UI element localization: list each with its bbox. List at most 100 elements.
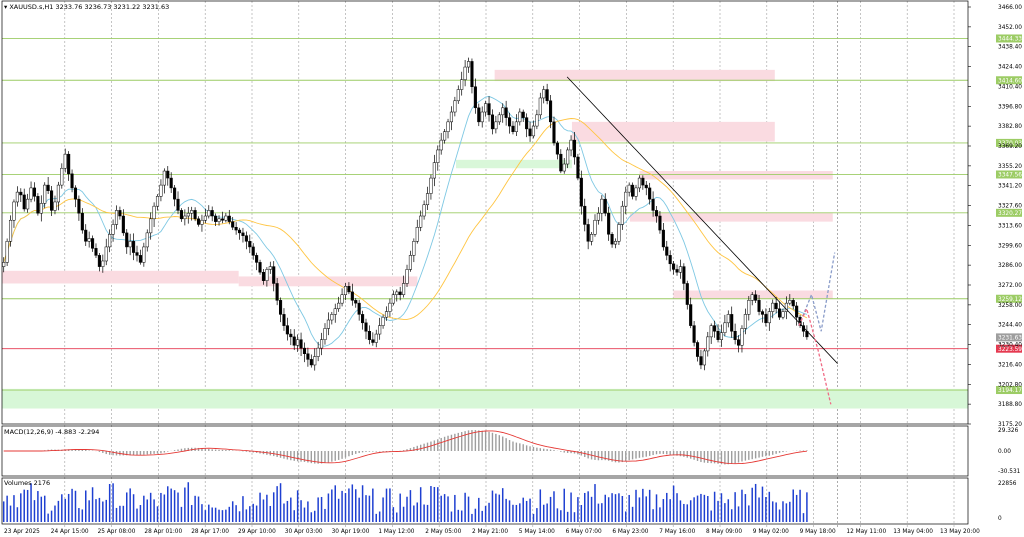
candle-body bbox=[248, 241, 252, 248]
candle-body bbox=[121, 215, 125, 234]
x-tick-label: 2 May 05:00 bbox=[425, 529, 461, 535]
current-price-label: 3231.63 bbox=[998, 336, 1022, 342]
x-tick-label: 13 May 04:00 bbox=[893, 529, 933, 535]
candle-body bbox=[272, 266, 276, 284]
candle-body bbox=[525, 117, 529, 130]
candle-body bbox=[774, 302, 778, 310]
chart-menu-icon[interactable]: ▾ bbox=[4, 3, 8, 11]
candle-body bbox=[162, 170, 166, 186]
candle-body bbox=[545, 89, 549, 102]
candle-body bbox=[600, 198, 604, 214]
x-tick-label: 6 May 07:00 bbox=[566, 529, 602, 535]
candle-body bbox=[586, 224, 590, 242]
candle-body bbox=[299, 339, 303, 349]
candle-body bbox=[159, 184, 163, 197]
time-axis[interactable]: 23 Apr 2025 24 Apr 15:00 25 Apr 08:00 28 Ap… bbox=[4, 529, 980, 535]
candle-body bbox=[145, 232, 149, 248]
candle-body bbox=[183, 215, 187, 220]
y-tick-label: 3313.60 bbox=[998, 223, 1022, 229]
candle-body bbox=[531, 125, 536, 137]
candle-body bbox=[350, 291, 354, 301]
symbol-label: XAUUSD.s,H1 bbox=[9, 3, 54, 11]
y-tick-label: 3327.60 bbox=[998, 204, 1022, 210]
level-price-tag bbox=[996, 138, 1022, 147]
candle-body bbox=[689, 304, 693, 326]
macd-signal-line bbox=[3, 430, 807, 465]
candle-body bbox=[439, 139, 443, 151]
candle-body bbox=[566, 149, 570, 165]
candle-body bbox=[637, 177, 641, 189]
candle-body bbox=[535, 114, 539, 127]
volume-panel bbox=[2, 482, 808, 522]
candle-body bbox=[371, 339, 375, 343]
candle-body bbox=[449, 111, 453, 123]
trendline-layer[interactable] bbox=[566, 76, 838, 364]
candle-body bbox=[357, 302, 361, 315]
y-tick-label: 3258.00 bbox=[998, 303, 1022, 309]
macd-panel bbox=[3, 430, 808, 465]
candle-body bbox=[361, 314, 365, 324]
candle-body bbox=[477, 107, 481, 123]
candle-body bbox=[32, 187, 37, 197]
x-tick-label: 6 May 23:00 bbox=[612, 529, 648, 535]
x-tick-label: 24 Apr 15:00 bbox=[51, 529, 89, 535]
candle-body bbox=[142, 246, 146, 263]
x-tick-label: 30 Apr 03:00 bbox=[285, 529, 323, 535]
candle-body bbox=[419, 215, 423, 228]
macd-header: MACD(12,26,9) -4.883 -2.294 bbox=[4, 428, 100, 436]
candle-body bbox=[651, 198, 655, 211]
candle-body bbox=[60, 167, 64, 186]
candle-body bbox=[422, 204, 426, 217]
level-price-label: 3194.17 bbox=[998, 388, 1022, 394]
candle-body bbox=[767, 311, 771, 324]
y-tick-label: 3216.40 bbox=[998, 362, 1022, 368]
candle-body bbox=[429, 177, 433, 194]
y-tick-label: 3466.00 bbox=[998, 5, 1022, 11]
candle-body bbox=[108, 234, 112, 248]
y-tick-label: 3299.60 bbox=[998, 243, 1022, 249]
candle-body bbox=[542, 89, 546, 99]
candle-body bbox=[251, 246, 255, 256]
candle-body bbox=[709, 325, 713, 338]
candle-body bbox=[798, 316, 802, 326]
candle-body bbox=[261, 271, 266, 281]
price-axis[interactable]: 3466.00 3452.00 3438.40 3424.40 3410.40 3396.… bbox=[968, 5, 1022, 522]
level-price-label: 3370.03 bbox=[998, 141, 1022, 147]
candle-body bbox=[795, 305, 799, 318]
candle-body bbox=[323, 328, 327, 340]
panel-frame bbox=[1, 0, 969, 425]
y-tick-label: 3175.20 bbox=[998, 422, 1022, 428]
volume-tick-label: 0 bbox=[998, 516, 1002, 522]
candle-body bbox=[398, 291, 402, 295]
candle-body bbox=[487, 103, 491, 116]
candle-body bbox=[296, 339, 300, 346]
y-tick-label: 3286.00 bbox=[998, 263, 1022, 269]
resistance-trendline bbox=[566, 76, 838, 364]
candle-body bbox=[292, 336, 296, 346]
candle-body bbox=[97, 255, 101, 267]
candle-body bbox=[15, 191, 19, 203]
candle-body bbox=[39, 203, 43, 214]
candle-body bbox=[736, 339, 741, 346]
candle-body bbox=[29, 187, 33, 200]
candle-body bbox=[203, 215, 207, 221]
candle-body bbox=[282, 314, 286, 326]
candle-body bbox=[391, 294, 395, 304]
candle-body bbox=[217, 218, 221, 222]
candle-body bbox=[692, 325, 696, 343]
candle-body bbox=[125, 232, 129, 248]
zone-rect bbox=[629, 213, 833, 222]
candle-body bbox=[617, 224, 621, 242]
candle-body bbox=[114, 210, 119, 225]
candle-body bbox=[330, 314, 334, 321]
candle-body bbox=[337, 302, 341, 310]
candle-body bbox=[173, 187, 177, 200]
candle-body bbox=[668, 255, 672, 265]
candle-body bbox=[302, 347, 307, 354]
candle-body bbox=[275, 283, 279, 301]
candle-body bbox=[50, 190, 54, 211]
candle-body bbox=[501, 107, 505, 116]
level-price-label: 3347.56 bbox=[998, 173, 1022, 179]
candle-body bbox=[196, 218, 201, 225]
